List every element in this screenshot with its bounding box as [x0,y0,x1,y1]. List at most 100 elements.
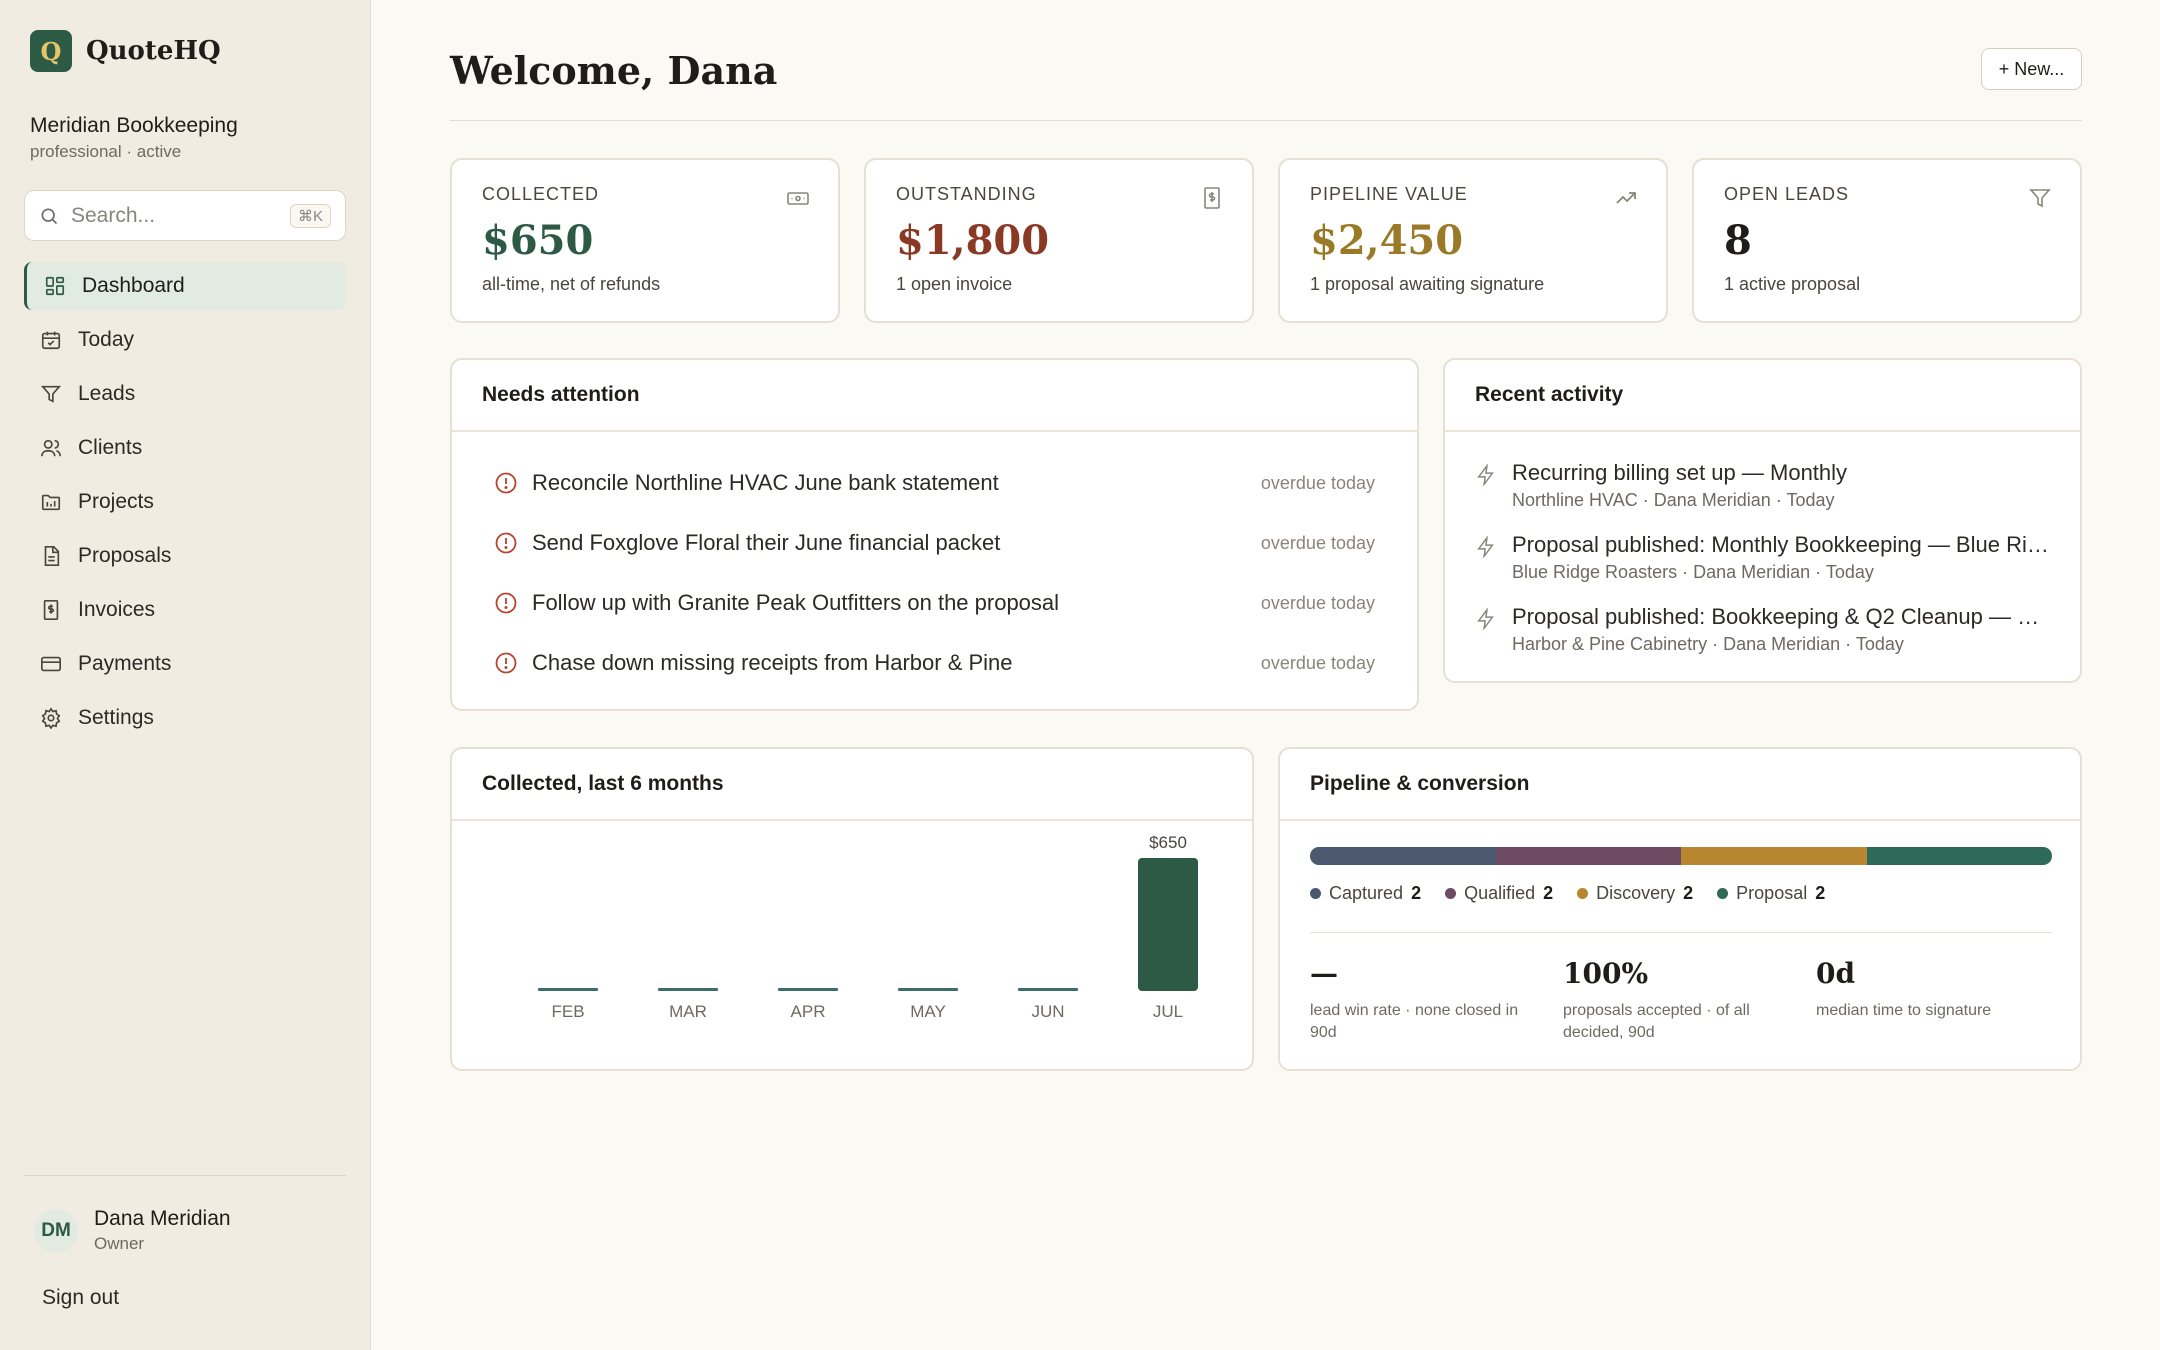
activity-item[interactable]: Proposal published: Bookkeeping & Q2 Cle… [1475,604,2050,655]
sidebar-item-label: Clients [78,436,143,459]
pipeline-segment-captured [1310,847,1496,865]
grid-icon [45,276,65,296]
legend-count: 2 [1543,883,1554,903]
legend-label: Captured [1329,883,1404,903]
stat-value: $650 [482,217,594,264]
metric-value: 100% [1563,957,1649,990]
search-shortcut: ⌘K [289,203,331,228]
legend-label: Qualified [1464,883,1536,903]
search-input[interactable]: Search... ⌘K [24,190,346,241]
metric-proposals-accepted: 100% proposals accepted · of all decided… [1563,957,1793,1044]
stat-card-open-leads: OPEN LEADS 8 1 active proposal [1692,158,2082,323]
stat-card-pipeline-value: PIPELINE VALUE $2,450 1 proposal awaitin… [1278,158,1668,323]
users-icon [41,439,61,457]
x-tick-label: JUL [1153,1002,1183,1021]
brand[interactable]: Q QuoteHQ [30,30,221,72]
activity-title: Proposal published: Monthly Bookkeeping … [1512,532,2050,557]
new-button[interactable]: + New... [1981,48,2082,90]
legend-count: 2 [1411,883,1422,903]
sidebar-item-clients[interactable]: Clients [24,424,346,472]
pipeline-card: Pipeline & conversion Captured 2 Qualifi… [1278,747,2082,1071]
stat-label: COLLECTED [482,184,600,204]
attention-text: Reconcile Northline HVAC June bank state… [532,470,999,495]
x-tick-label: APR [791,1002,826,1021]
legend-item-captured: Captured 2 [1310,883,1421,904]
activity-item[interactable]: Proposal published: Monthly Bookkeeping … [1475,532,2050,583]
avatar: DM [34,1208,78,1253]
legend-count: 2 [1683,883,1694,903]
sidebar-item-leads[interactable]: Leads [24,370,346,418]
pipeline-segment-qualified [1495,847,1681,865]
sidebar-item-projects[interactable]: Projects [24,478,346,526]
sidebar-item-today[interactable]: Today [24,316,346,364]
legend-label: Discovery [1596,883,1676,903]
attention-due: overdue today [1260,652,1375,673]
sidebar-item-label: Payments [78,652,172,675]
legend-item-discovery: Discovery 2 [1577,883,1693,904]
metric-label: lead win rate · none closed in 90d [1310,1002,1519,1041]
sidebar-item-invoices[interactable]: Invoices [24,586,346,634]
stat-sub: 1 open invoice [896,274,1013,294]
activity-meta: Northline HVAC · Dana Meridian · Today [1512,490,1835,510]
attention-due: overdue today [1260,532,1375,553]
x-tick-label: MAR [669,1002,707,1021]
recent-activity-card: Recent activity Recurring billing set up… [1443,358,2082,683]
sidebar-divider [24,1175,346,1176]
page-title: Welcome, Dana [450,48,778,93]
filter-icon [2029,189,2051,208]
credit-card-icon [41,656,61,672]
trend-up-icon [1616,192,1636,204]
attention-text: Send Foxglove Floral their June financia… [532,530,1001,555]
stat-value: 8 [1724,217,1752,264]
sidebar-item-settings[interactable]: Settings [24,694,346,742]
search-icon [41,208,58,224]
user-profile[interactable]: DM Dana Meridian Owner [34,1207,231,1254]
legend-count: 2 [1815,883,1826,903]
user-role: Owner [94,1234,145,1253]
sidebar-item-label: Dashboard [82,274,185,297]
metric-label: median time to signature [1816,1002,1992,1019]
pipeline-segment-discovery [1681,847,1867,865]
stat-sub: 1 proposal awaiting signature [1310,274,1545,294]
sidebar-item-label: Projects [78,490,154,513]
document-icon [44,546,60,566]
stat-value: $1,800 [896,217,1050,264]
lightning-icon [1477,464,1494,486]
metric-value: — [1310,957,1338,990]
gear-icon [41,707,61,729]
sign-out-link[interactable]: Sign out [42,1286,120,1309]
alert-circle-icon [495,532,517,554]
org-name: Meridian Bookkeeping [30,114,238,137]
card-title: Collected, last 6 months [452,749,1252,821]
metric-value: 0d [1816,957,1856,990]
metric-time-to-signature: 0d median time to signature [1816,957,2046,1022]
invoice-icon [43,600,59,620]
activity-meta: Blue Ridge Roasters · Dana Meridian · To… [1512,562,1874,582]
legend-item-proposal: Proposal 2 [1717,883,1825,904]
invoice-icon [1204,187,1220,209]
sidebar-nav: Dashboard Today Leads Clients Projects P… [24,262,346,748]
attention-item[interactable]: Chase down missing receipts from Harbor … [494,643,1375,683]
card-title: Needs attention [452,360,1417,432]
needs-attention-card: Needs attention Reconcile Northline HVAC… [450,358,1419,711]
pipeline-divider [1310,932,2052,933]
alert-circle-icon [495,652,517,674]
sidebar-item-dashboard[interactable]: Dashboard [24,262,346,310]
org-plan-status: professional · active [30,142,182,161]
brand-name: QuoteHQ [86,36,221,66]
sidebar-item-payments[interactable]: Payments [24,640,346,688]
activity-item[interactable]: Recurring billing set up — Monthly North… [1475,460,2050,511]
lightning-icon [1477,536,1494,558]
activity-title: Recurring billing set up — Monthly [1512,460,1848,485]
pipeline-legend: Captured 2 Qualified 2 Discovery 2 Propo… [1310,883,1825,904]
attention-item[interactable]: Follow up with Granite Peak Outfitters o… [494,583,1375,623]
legend-item-qualified: Qualified 2 [1445,883,1553,904]
attention-item[interactable]: Reconcile Northline HVAC June bank state… [494,463,1375,503]
sidebar-item-proposals[interactable]: Proposals [24,532,346,580]
attention-item[interactable]: Send Foxglove Floral their June financia… [494,523,1375,563]
sidebar-item-label: Today [78,328,135,351]
filter-icon [40,385,62,403]
alert-circle-icon [495,592,517,614]
bar-feb [538,988,598,991]
stat-label: OPEN LEADS [1724,184,1850,204]
